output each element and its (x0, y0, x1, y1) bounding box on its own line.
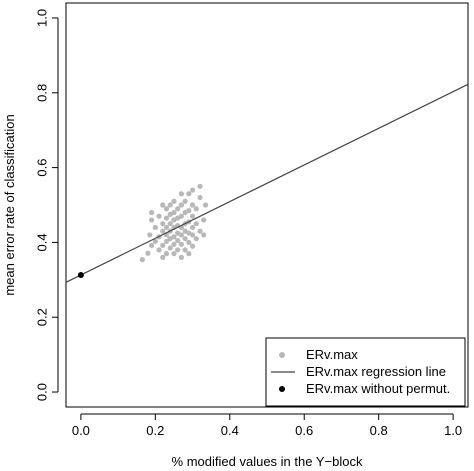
data-point-ervmax (193, 206, 199, 212)
data-point-ervmax (182, 236, 188, 242)
data-point-ervmax (171, 209, 177, 216)
data-point-ervmax (171, 241, 177, 247)
data-point-ervmax (182, 247, 188, 253)
data-point-ervmax (189, 202, 196, 208)
x-tick-label: 0.0 (72, 423, 90, 438)
data-point-ervmax (160, 221, 166, 227)
data-point-ervmax (178, 213, 184, 219)
y-tick-label: 0.2 (35, 308, 50, 326)
data-point-ervmax (145, 250, 151, 256)
x-axis-title: % modified values in the Y−block (172, 454, 363, 469)
data-point-ervmax (147, 232, 153, 238)
data-point-ervmax (160, 228, 166, 234)
legend-label-regression-line: ERv.max regression line (306, 364, 446, 379)
data-point-ervmax (186, 208, 192, 214)
x-tick-label: 0.8 (370, 423, 388, 438)
data-point-ervmax (163, 251, 170, 257)
data-point-ervmax (182, 198, 188, 204)
data-point-ervmax (186, 239, 192, 246)
data-point-ervmax (156, 247, 162, 253)
data-point-ervmax (189, 187, 196, 193)
data-point-ervmax (189, 224, 196, 231)
y-tick-label: 0.6 (35, 159, 50, 177)
legend-label-ervmax: ERv.max (306, 347, 358, 362)
legend-marker-ervmax (279, 352, 285, 358)
data-point-ervmax (193, 236, 199, 242)
data-point-ervmax (171, 234, 177, 240)
plot-frame (65, 2, 469, 408)
data-point-ervmax (171, 198, 177, 204)
data-point-ervmax (197, 183, 203, 189)
data-point-ervmax (167, 202, 173, 208)
legend-marker-without-permut (279, 386, 285, 392)
data-point-ervmax (160, 202, 166, 208)
data-point-ervmax (152, 238, 158, 244)
legend-label-without-permut: ERv.max without permut. (306, 381, 450, 396)
x-axis: 0.0 0.2 0.4 0.6 0.8 1.0 (72, 413, 462, 438)
data-point-ervmax (171, 251, 177, 257)
x-tick-label: 0.4 (221, 423, 239, 438)
data-point-ervmax (160, 254, 166, 260)
data-point-ervmax (197, 194, 203, 201)
data-point-ervmax (163, 215, 170, 221)
legend-box (265, 337, 466, 407)
legend: ERv.max ERv.max regression line ERv.max … (265, 337, 466, 407)
y-tick-label: 1.0 (35, 9, 50, 27)
data-point-ervmax (149, 217, 155, 223)
data-point-ervmax (167, 221, 173, 227)
data-point-ervmax (201, 217, 207, 223)
data-point-ervmax (202, 202, 209, 208)
x-tick-label: 0.6 (295, 423, 313, 438)
data-point-ervmax (193, 221, 199, 227)
data-point-ervmax (178, 232, 184, 238)
data-point-ervmax (139, 257, 145, 263)
data-point-ervmax (189, 243, 196, 249)
data-point-ervmax (156, 213, 162, 219)
data-point-ervmax (178, 254, 184, 260)
data-point-ervmax (163, 224, 170, 231)
data-point-without-permut (77, 271, 84, 278)
data-point-ervmax (167, 245, 173, 251)
data-point-ervmax (175, 247, 181, 253)
data-point-ervmax (186, 251, 192, 257)
y-axis: 0.0 0.2 0.4 0.6 0.8 1.0 (35, 9, 59, 401)
data-point-ervmax (160, 242, 166, 248)
data-point-ervmax (178, 202, 184, 208)
data-point-ervmax (163, 206, 170, 212)
data-point-ervmax (186, 191, 192, 197)
y-tick-label: 0.4 (35, 233, 50, 251)
data-point-ervmax (178, 191, 184, 197)
data-point-ervmax (197, 228, 203, 234)
regression-line (66, 83, 468, 283)
data-point-ervmax (178, 241, 184, 247)
data-point-ervmax (189, 213, 196, 219)
x-tick-label: 1.0 (444, 423, 462, 438)
data-point-ervmax (152, 224, 158, 231)
x-tick-label: 0.2 (146, 423, 164, 438)
data-point-ervmax (149, 209, 155, 216)
y-axis-title: mean error rate of classification (2, 114, 17, 295)
data-point-ervmax (149, 242, 155, 248)
data-point-ervmax (163, 238, 170, 244)
data-point-ervmax (175, 237, 181, 244)
plot-area (66, 83, 468, 283)
y-tick-label: 0.0 (35, 383, 50, 401)
data-point-ervmax (201, 232, 207, 238)
y-tick-label: 0.8 (35, 84, 50, 102)
data-point-ervmax (175, 206, 181, 212)
data-point-ervmax (189, 232, 196, 238)
